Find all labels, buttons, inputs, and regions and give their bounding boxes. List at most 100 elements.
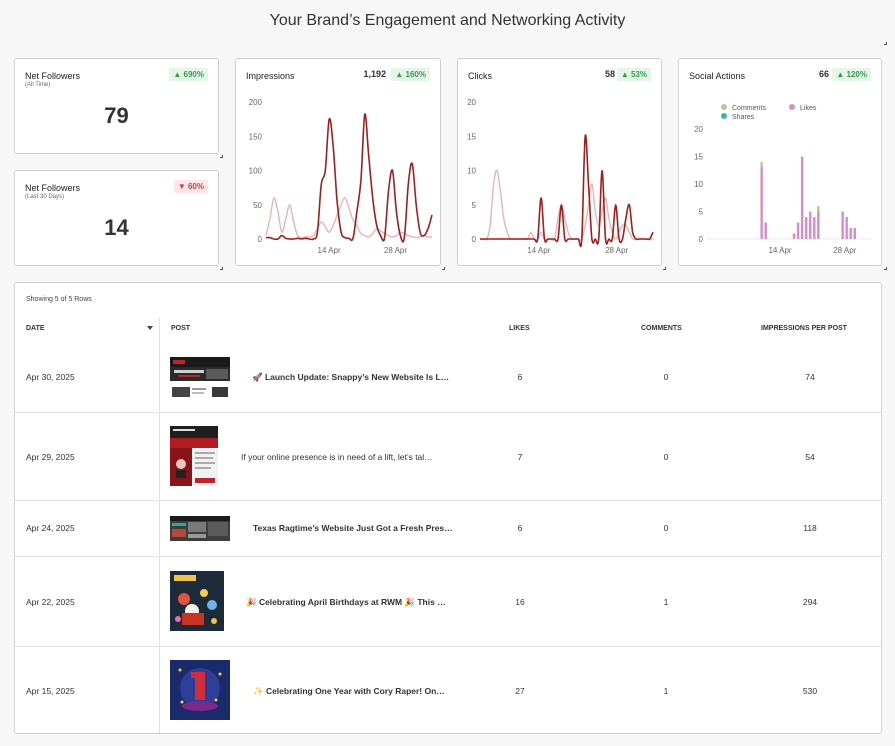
- impressions-chart: 0 50 100 150 200 14 Apr 28 Apr: [249, 98, 433, 255]
- bar-likes: [849, 228, 852, 239]
- resize-corner[interactable]: [663, 267, 666, 270]
- column-header-comments[interactable]: COMMENTS: [641, 325, 682, 332]
- post-thumbnail[interactable]: [170, 660, 230, 720]
- impressions-value: 530: [802, 686, 818, 696]
- post-text[interactable]: ✨ Celebrating One Year with Cory Raper! …: [253, 686, 445, 696]
- series-line-previous: [480, 169, 653, 242]
- column-header-post[interactable]: POST: [171, 325, 191, 332]
- clicks-chart: 0 5 10 15 20 14 Apr 28 Apr: [467, 98, 654, 255]
- post-thumbnail[interactable]: [170, 571, 224, 631]
- post-text[interactable]: 🚀 Launch Update: Snappy’s New Website Is…: [252, 372, 450, 382]
- column-header-likes[interactable]: LIKES: [509, 325, 530, 332]
- card-subtitle: (All Time): [25, 82, 51, 88]
- resize-corner[interactable]: [220, 155, 223, 158]
- y-tick-label: 0: [258, 235, 263, 244]
- comments-value: 0: [663, 372, 669, 382]
- table-row[interactable]: Apr 24, 2025 Texas Ragtime’s Website Jus…: [15, 500, 881, 556]
- net-followers-value: 79: [104, 103, 129, 128]
- impressions-card: Impressions 1,192 ▲ 160% 0 50 100 150 200 14 …: [235, 58, 441, 266]
- post-date: Apr 22, 2025: [26, 597, 75, 607]
- legend-label-comments: Comments: [732, 105, 766, 112]
- bar-likes: [792, 233, 796, 239]
- likes-value: 7: [517, 452, 523, 462]
- change-badge: ▲ 120%: [832, 68, 871, 81]
- change-badge: ▲ 160%: [391, 68, 430, 81]
- clicks-total: 58: [604, 69, 615, 79]
- table-row[interactable]: Apr 29, 2025 If your online presence is …: [15, 412, 881, 500]
- table-row[interactable]: Apr 22, 2025 🎉 Celebrating April Birthda…: [15, 556, 881, 646]
- comments-value: 1: [663, 597, 669, 607]
- bar-comments: [817, 206, 820, 212]
- impressions-value: 54: [805, 452, 815, 462]
- row-count-label: Showing 5 of 5 Rows: [26, 296, 92, 303]
- impressions-value: 294: [802, 597, 818, 607]
- x-tick-label: 28 Apr: [384, 246, 407, 255]
- column-header-date[interactable]: DATE: [26, 325, 45, 332]
- table-row[interactable]: Apr 15, 2025 ✨ Celebrating One Year with…: [15, 646, 881, 733]
- bar-likes: [809, 211, 812, 239]
- card-title: Net Followers: [25, 183, 81, 193]
- column-header-impressions[interactable]: IMPRESSIONS PER POST: [761, 325, 847, 332]
- post-date: Apr 24, 2025: [26, 523, 75, 533]
- sort-caret-icon[interactable]: [147, 326, 153, 330]
- bar-likes: [760, 167, 763, 239]
- net-followers-value: 14: [104, 215, 129, 240]
- bar-likes: [813, 217, 816, 239]
- likes-value: 16: [515, 597, 525, 607]
- card-title: Clicks: [468, 71, 492, 81]
- y-tick-label: 10: [694, 180, 703, 189]
- social-actions-card: Social Actions 66 ▲ 120% Comments Likes …: [678, 58, 882, 266]
- resize-corner[interactable]: [884, 267, 887, 270]
- post-text[interactable]: If your online presence is in need of a …: [241, 452, 433, 462]
- card-title: Social Actions: [689, 71, 746, 81]
- change-badge: ▲ 53%: [616, 68, 651, 81]
- bar-likes: [817, 211, 820, 239]
- y-tick-label: 15: [694, 153, 703, 162]
- post-thumbnail[interactable]: [170, 357, 230, 399]
- likes-value: 27: [515, 686, 525, 696]
- x-tick-label: 28 Apr: [605, 246, 628, 255]
- bar-likes: [796, 222, 800, 239]
- posts-table: Showing 5 of 5 Rows DATE POST LIKES COMM…: [14, 282, 882, 734]
- card-subtitle: (Last 30 Days): [25, 194, 65, 200]
- legend-swatch-comments: [721, 104, 727, 110]
- bar-likes: [800, 156, 804, 239]
- table-row[interactable]: Apr 30, 2025 🚀 Launch Update: Snappy’s N…: [15, 345, 881, 412]
- y-tick-label: 5: [699, 208, 704, 217]
- post-date: Apr 30, 2025: [26, 372, 75, 382]
- chart-legend: Comments Likes Shares: [721, 104, 817, 121]
- resize-corner[interactable]: [442, 267, 445, 270]
- y-tick-label: 0: [472, 235, 477, 244]
- card-title: Net Followers: [25, 71, 81, 81]
- series-line-current: [265, 113, 433, 243]
- resize-corner[interactable]: [220, 267, 223, 270]
- change-badge: ▼ 60%: [173, 180, 208, 193]
- post-text[interactable]: Texas Ragtime’s Website Just Got a Fresh…: [253, 523, 453, 533]
- post-text[interactable]: 🎉 Celebrating April Birthdays at RWM 🎉 T…: [246, 597, 446, 607]
- comments-value: 1: [663, 686, 669, 696]
- impressions-value: 74: [805, 372, 815, 382]
- post-thumbnail[interactable]: [170, 516, 230, 541]
- bar-likes: [841, 211, 844, 239]
- net-followers-all-card: Net Followers (All Time) ▲ 690% 79: [14, 58, 219, 154]
- bar-comments: [760, 162, 763, 168]
- legend-label-shares: Shares: [732, 114, 755, 121]
- y-tick-label: 15: [467, 132, 476, 141]
- column-divider: [159, 317, 160, 733]
- post-date: Apr 29, 2025: [26, 452, 75, 462]
- y-tick-label: 0: [699, 235, 704, 244]
- card-title: Impressions: [246, 71, 295, 81]
- likes-value: 6: [517, 523, 523, 533]
- page-title: Your Brand’s Engagement and Networking A…: [269, 12, 626, 29]
- change-badge: ▲ 690%: [169, 68, 208, 81]
- net-followers-30-card: Net Followers (Last 30 Days) ▼ 60% 14: [14, 170, 219, 266]
- likes-value: 6: [517, 372, 523, 382]
- legend-label-likes: Likes: [800, 105, 817, 112]
- impressions-value: 118: [803, 523, 817, 533]
- y-tick-label: 5: [472, 201, 477, 210]
- post-date: Apr 15, 2025: [26, 686, 75, 696]
- post-thumbnail[interactable]: [170, 426, 218, 486]
- y-tick-label: 50: [253, 201, 262, 210]
- resize-corner[interactable]: [884, 42, 887, 45]
- y-tick-label: 150: [249, 132, 263, 141]
